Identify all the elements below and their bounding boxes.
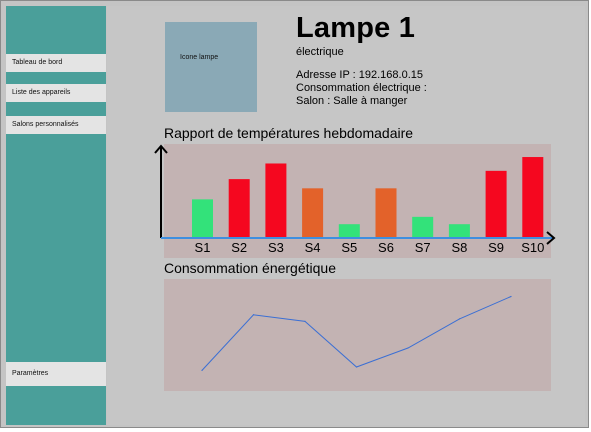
energy-point-3 <box>304 320 306 322</box>
sidebar: Tableau de bord Liste des appareils Salo… <box>6 6 106 425</box>
bar-S9 <box>485 170 507 238</box>
device-consumption: Consommation électrique : <box>296 82 427 94</box>
energy-point-2 <box>252 314 255 316</box>
temperature-chart-panel: S1 S2 S3 S4 S5 S6 S7 S8 S9 S10 <box>154 144 556 258</box>
tick-label-S3: S3 <box>268 240 284 255</box>
bar-S3 <box>265 163 287 238</box>
bar-S8 <box>448 224 470 238</box>
energy-point-1 <box>201 369 203 371</box>
bar-S1 <box>192 199 213 238</box>
bar-S6 <box>375 188 397 238</box>
tick-label-S6: S6 <box>378 240 394 255</box>
device-title: Lampe 1 <box>296 12 416 44</box>
sidebar-item-rooms[interactable]: Salons personnalisés <box>6 116 106 134</box>
tick-label-S9: S9 <box>488 240 504 255</box>
bar-S5 <box>338 224 360 238</box>
tick-label-S8: S8 <box>451 240 467 255</box>
device-type: électrique <box>296 46 344 58</box>
energy-chart-panel <box>164 279 551 391</box>
tick-label-S5: S5 <box>341 240 357 255</box>
y-axis-arrow <box>154 144 168 154</box>
sidebar-item-settings[interactable]: Paramètres <box>6 362 106 386</box>
sidebar-item-dashboard[interactable]: Tableau de bord <box>6 54 106 72</box>
lamp-icon: Icone lampe <box>165 22 257 112</box>
temperature-report-title: Rapport de températures hebdomadaire <box>164 125 414 141</box>
main-content: Icone lampe Lampe 1 électrique Adresse I… <box>107 6 585 425</box>
bar-S7 <box>412 216 434 238</box>
tick-label-S10: S10 <box>521 240 544 255</box>
energy-point-7 <box>510 295 512 298</box>
energy-series-line <box>201 296 512 371</box>
tick-label-S7: S7 <box>415 240 431 255</box>
energy-point-5 <box>407 347 409 349</box>
device-ip: Adresse IP : 192.168.0.15 <box>296 69 423 81</box>
energy-point-6 <box>458 318 461 320</box>
energy-point-4 <box>355 366 358 368</box>
energy-title: Consommation énergétique <box>164 260 336 276</box>
lamp-icon-label: Icone lampe <box>180 54 219 61</box>
bar-S4 <box>302 188 324 238</box>
device-room: Salon : Salle à manger <box>296 95 408 107</box>
temperature-bar-chart: S1 S2 S3 S4 S5 S6 S7 S8 S9 S10 <box>154 144 556 255</box>
bar-S10 <box>522 157 544 238</box>
x-axis-arrow <box>546 231 556 245</box>
tick-label-S4: S4 <box>305 240 321 255</box>
tick-label-S2: S2 <box>231 240 247 255</box>
sidebar-item-devices[interactable]: Liste des appareils <box>6 84 106 102</box>
tick-label-S1: S1 <box>195 240 211 255</box>
bar-S2 <box>228 179 250 238</box>
energy-line-chart <box>201 295 512 371</box>
